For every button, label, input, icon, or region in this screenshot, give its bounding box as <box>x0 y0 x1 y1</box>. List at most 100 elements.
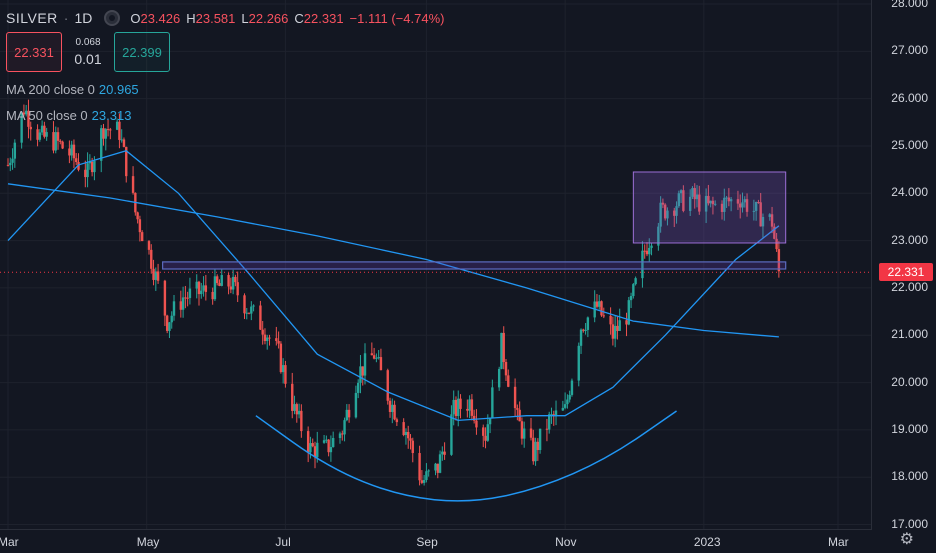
x-tick-label: Sep <box>416 535 438 549</box>
candle-body <box>188 288 192 299</box>
candle-body <box>156 271 160 281</box>
candle-body <box>725 197 728 199</box>
candle-body <box>466 408 469 411</box>
candle-body <box>331 438 335 448</box>
candle-body <box>140 232 144 242</box>
candle-body <box>723 197 726 212</box>
candle-body <box>122 139 126 147</box>
candle-body <box>741 202 744 208</box>
candle-body <box>729 199 733 202</box>
candle-body <box>427 470 430 472</box>
candle-body <box>550 414 553 416</box>
candle-body <box>666 210 669 219</box>
symbol-header: SILVER · 1D O23.426 H23.581 L22.266 C22.… <box>6 10 445 26</box>
candle-body <box>534 441 537 462</box>
ma50-legend[interactable]: MA 50 close 0 23.313 <box>6 108 131 123</box>
y-tick-label: 27.000 <box>891 43 928 58</box>
candle-body <box>295 404 298 415</box>
candle-body <box>220 275 223 286</box>
candle-body <box>84 169 87 178</box>
candle-body <box>277 340 280 344</box>
candle-body <box>115 121 119 130</box>
candle-body <box>584 329 587 331</box>
change-value: −1.111 (−4.74%) <box>349 10 445 26</box>
candle-body <box>216 276 219 284</box>
ma200-legend[interactable]: MA 200 close 0 20.965 <box>6 82 139 97</box>
candle-body <box>579 329 583 346</box>
gear-icon[interactable]: ⚙ <box>899 531 914 548</box>
candle-body <box>197 281 201 295</box>
x-tick-label: Nov <box>555 535 577 549</box>
candle-body <box>338 433 342 439</box>
candle-body <box>611 324 615 339</box>
candle-body <box>643 250 646 252</box>
candle-body <box>131 176 135 193</box>
candle-body <box>54 132 57 151</box>
candle-body <box>354 392 358 418</box>
candle-body <box>152 268 155 280</box>
candle-body <box>402 422 405 436</box>
candle-body <box>45 132 48 137</box>
candle-body <box>100 128 103 161</box>
candle-body <box>184 297 187 299</box>
candle-body <box>438 454 442 473</box>
candle-body <box>757 201 760 203</box>
candle-body <box>770 214 774 227</box>
candle-body <box>200 290 203 295</box>
candle-body <box>204 285 208 292</box>
candle-body <box>202 285 205 291</box>
spread-top: 0.068 <box>75 37 101 48</box>
candle-body <box>688 196 692 211</box>
candle-body <box>545 428 549 430</box>
symbol-name[interactable]: SILVER <box>6 10 58 26</box>
candle-body <box>645 250 649 255</box>
candle-body <box>316 442 319 458</box>
candle-body <box>443 451 446 455</box>
candle-body <box>163 280 167 316</box>
candle-body <box>120 139 123 141</box>
candle-body <box>234 276 237 283</box>
candle-body <box>261 329 264 335</box>
timeframe-label[interactable]: 1D <box>74 10 93 26</box>
support-band <box>162 261 787 270</box>
candle-body <box>663 204 667 219</box>
high-value: H23.581 <box>186 10 236 26</box>
candle-body <box>327 439 330 453</box>
candle-body <box>673 210 676 216</box>
y-tick-label: 28.000 <box>891 0 928 10</box>
buy-button[interactable]: 22.399 <box>114 32 170 72</box>
price-axis[interactable]: 17.000 18.000 19.000 20.000 21.000 22.000 23.0… <box>871 0 936 531</box>
candle-body <box>250 306 253 314</box>
candle-body <box>29 126 32 130</box>
candle-body <box>136 212 139 220</box>
y-tick-label: 20.000 <box>891 374 928 389</box>
candle-body <box>375 357 378 359</box>
candle-body <box>409 438 412 441</box>
y-tick-label: 25.000 <box>891 137 928 152</box>
candle-body <box>582 329 585 331</box>
candle-body <box>236 282 239 296</box>
market-status-icon <box>104 10 121 26</box>
time-axis[interactable]: Mar May Jul Sep Nov 2023 Mar <box>0 529 872 553</box>
candle-body <box>497 368 501 388</box>
candle-body <box>284 365 287 384</box>
candle-body <box>727 197 731 202</box>
y-tick-label: 23.000 <box>891 232 928 247</box>
sell-button[interactable]: 22.331 <box>6 32 62 72</box>
candle-body <box>659 202 662 227</box>
candle-body <box>682 190 685 211</box>
candle-body <box>377 357 380 359</box>
candle-body <box>577 345 580 381</box>
candle-body <box>650 245 653 248</box>
candle-body <box>459 398 462 409</box>
ma200-label: MA 200 close 0 <box>6 82 95 97</box>
candle-body <box>661 202 665 205</box>
candle-body <box>243 295 246 314</box>
candle-body <box>454 399 458 417</box>
candle-body <box>70 144 73 156</box>
candle-body <box>775 238 778 250</box>
candle-body <box>513 386 517 409</box>
candle-body <box>147 241 151 250</box>
candle-body <box>322 440 326 443</box>
